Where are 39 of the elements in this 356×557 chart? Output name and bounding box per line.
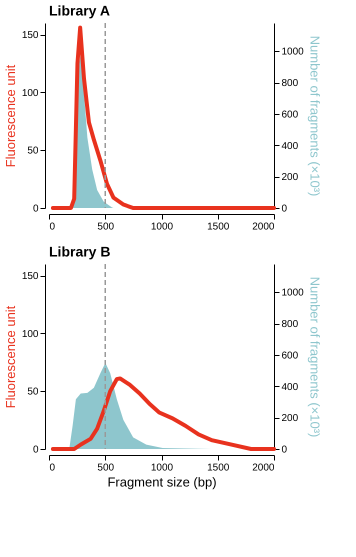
y2-tick-label: 400 [282,140,299,152]
x-tick-label: 1000 [150,222,174,232]
y2-tick-label: 0 [282,204,288,214]
y2-axis-title: Number of fragments (×10³) [308,276,323,438]
x-tick-label: 2000 [252,462,275,474]
chart-title: Library A [49,2,110,18]
y-axis-title: Fluorescence unit [2,64,18,168]
x-tick-label: 1500 [207,462,230,474]
y2-tick-label: 600 [282,109,299,120]
y-tick-label: 0 [32,444,39,456]
y2-tick-label: 200 [282,172,299,184]
y-tick-label: 50 [27,386,39,398]
line-series [50,26,276,210]
y-tick-label: 150 [22,271,39,282]
y-tick-label: 0 [32,204,39,214]
y-axis-title: Fluorescence unit [2,305,18,408]
y2-tick-label: 400 [282,382,299,393]
chart-title: Library B [49,243,110,260]
x-tick-label: 0 [50,222,56,232]
y2-tick-label: 1000 [282,288,304,299]
y2-axis-title: Number of fragments (×10³) [308,36,323,196]
x-tick-label: 500 [97,222,115,232]
line-series [50,376,276,451]
y2-tick-label: 0 [282,444,288,456]
y-tick-label: 100 [22,88,39,99]
y2-tick-label: 600 [282,350,299,362]
y2-tick-label: 800 [282,78,299,90]
x-tick-label: 1500 [207,222,230,232]
y-tick-label: 50 [27,146,39,157]
y2-tick-label: 800 [282,319,299,330]
y-tick-label: 100 [22,328,39,340]
y2-tick-label: 200 [282,413,299,424]
x-axis-title: Fragment size (bp) [107,474,217,490]
y2-tick-label: 1000 [282,46,304,58]
x-tick-label: 2000 [252,222,275,232]
y-tick-label: 150 [22,30,39,42]
x-tick-label: 0 [50,462,56,474]
x-tick-label: 500 [97,462,115,474]
x-tick-label: 1000 [150,462,174,474]
